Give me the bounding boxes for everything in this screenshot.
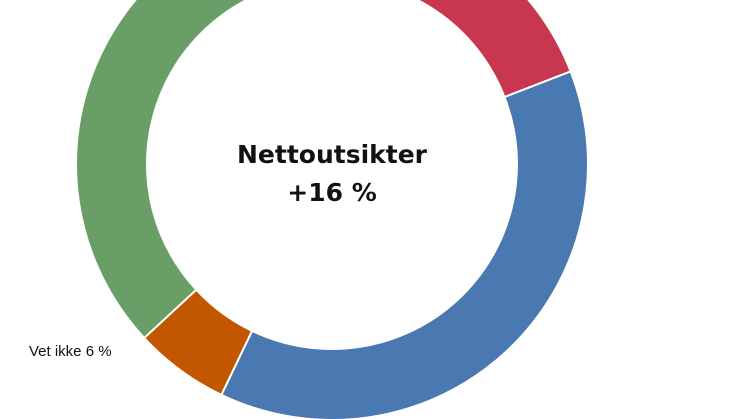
donut-slice-0 xyxy=(415,0,572,99)
center-value: +16 % xyxy=(287,178,377,207)
center-title: Nettoutsikter xyxy=(237,140,428,169)
donut-slices xyxy=(75,0,589,419)
donut-slice-1 xyxy=(220,70,589,419)
slice-label-vet-ikke: Vet ikke 6 % xyxy=(29,343,112,360)
donut-slice-3 xyxy=(75,0,249,340)
